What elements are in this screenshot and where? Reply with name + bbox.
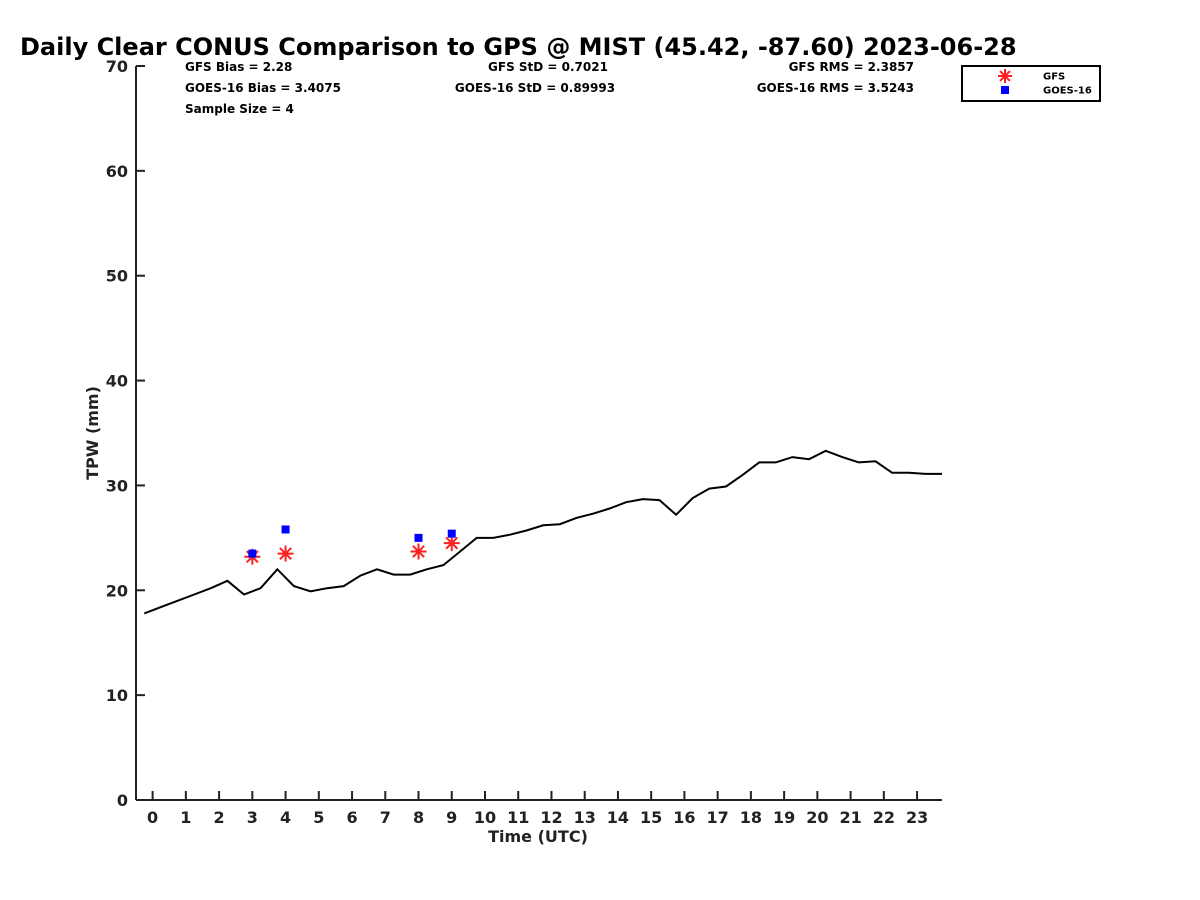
legend-label: GOES-16 bbox=[1043, 86, 1092, 97]
legend-label: GFS bbox=[1043, 72, 1065, 83]
x-tick-label: 2 bbox=[214, 808, 225, 827]
y-tick-label: 50 bbox=[106, 267, 128, 286]
x-tick-label: 20 bbox=[806, 808, 828, 827]
sample-size-stat: Sample Size = 4 bbox=[185, 102, 294, 116]
x-tick-label: 18 bbox=[740, 808, 762, 827]
x-tick-label: 0 bbox=[147, 808, 158, 827]
gfs-std-stat: GFS StD = 0.7021 bbox=[488, 60, 608, 74]
x-tick-label: 4 bbox=[280, 808, 291, 827]
gfs-point bbox=[410, 543, 427, 560]
goes16-point bbox=[281, 525, 290, 534]
y-tick-label: 20 bbox=[106, 581, 128, 600]
gfs-point bbox=[277, 545, 294, 562]
x-tick-label: 3 bbox=[247, 808, 258, 827]
y-tick-label: 70 bbox=[106, 57, 128, 76]
gps-tpw-line bbox=[143, 449, 942, 615]
goes16-point bbox=[248, 549, 257, 558]
x-tick-label: 10 bbox=[474, 808, 496, 827]
gfs-point bbox=[443, 535, 460, 552]
x-tick-label: 11 bbox=[507, 808, 529, 827]
x-tick-label: 14 bbox=[607, 808, 629, 827]
y-tick-label: 0 bbox=[117, 791, 128, 810]
axes bbox=[135, 66, 942, 801]
y-tick-label: 60 bbox=[106, 162, 128, 181]
x-tick-label: 5 bbox=[313, 808, 324, 827]
legend-box bbox=[961, 65, 1101, 102]
legend-goes16-marker bbox=[1001, 86, 1009, 94]
x-tick-label: 23 bbox=[906, 808, 928, 827]
chart-title: Daily Clear CONUS Comparison to GPS @ MI… bbox=[20, 33, 1017, 61]
x-tick-label: 7 bbox=[380, 808, 391, 827]
x-tick-label: 19 bbox=[773, 808, 795, 827]
x-tick-label: 6 bbox=[346, 808, 357, 827]
goes16-point bbox=[447, 529, 456, 538]
x-tick-label: 21 bbox=[839, 808, 861, 827]
x-tick-label: 16 bbox=[673, 808, 695, 827]
goes-rms-stat: GOES-16 RMS = 3.5243 bbox=[757, 81, 914, 95]
legend-gfs-marker bbox=[998, 69, 1012, 83]
gfs-rms-stat: GFS RMS = 2.3857 bbox=[789, 60, 914, 74]
x-tick-label: 1 bbox=[180, 808, 191, 827]
goes16-point bbox=[414, 533, 423, 542]
goes-std-stat: GOES-16 StD = 0.89993 bbox=[455, 81, 615, 95]
x-tick-label: 9 bbox=[446, 808, 457, 827]
x-tick-label: 12 bbox=[540, 808, 562, 827]
x-tick-label: 17 bbox=[707, 808, 729, 827]
plot-area bbox=[143, 449, 942, 615]
legend: GFS GOES-16 bbox=[961, 65, 1101, 102]
x-tick-label: 13 bbox=[574, 808, 596, 827]
y-tick-label: 10 bbox=[106, 686, 128, 705]
y-axis-label: TPW (mm) bbox=[83, 386, 102, 480]
x-axis-label: Time (UTC) bbox=[488, 827, 588, 846]
y-tick-label: 40 bbox=[106, 372, 128, 391]
x-tick-label: 15 bbox=[640, 808, 662, 827]
y-tick-label: 30 bbox=[106, 476, 128, 495]
x-tick-label: 8 bbox=[413, 808, 424, 827]
goes-bias-stat: GOES-16 Bias = 3.4075 bbox=[185, 81, 341, 95]
gfs-bias-stat: GFS Bias = 2.28 bbox=[185, 60, 292, 74]
x-tick-label: 22 bbox=[873, 808, 895, 827]
